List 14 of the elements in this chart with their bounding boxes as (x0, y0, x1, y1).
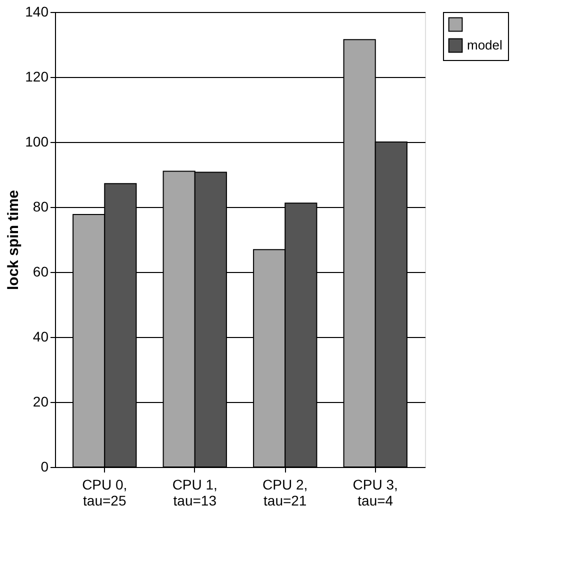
legend-label: model (467, 38, 503, 52)
y-tick-label: 80 (32, 198, 49, 214)
y-tick-label: 140 (25, 4, 49, 20)
x-tick-label: CPU 3, tau=4 (352, 476, 398, 508)
y-tick-label: 40 (32, 328, 49, 344)
x-tick-label: CPU 1, tau=13 (172, 476, 218, 508)
y-tick-label: 120 (25, 68, 49, 84)
x-tick-label: CPU 0, tau=25 (82, 476, 128, 508)
y-axis-title: lock spin time (5, 190, 22, 290)
y-tick-label: 20 (32, 394, 49, 410)
y-tick-label: 0 (40, 458, 49, 474)
y-tick-label: 60 (32, 264, 49, 280)
y-tick-label: 100 (25, 134, 49, 150)
x-tick-label: CPU 2, tau=21 (262, 476, 308, 508)
